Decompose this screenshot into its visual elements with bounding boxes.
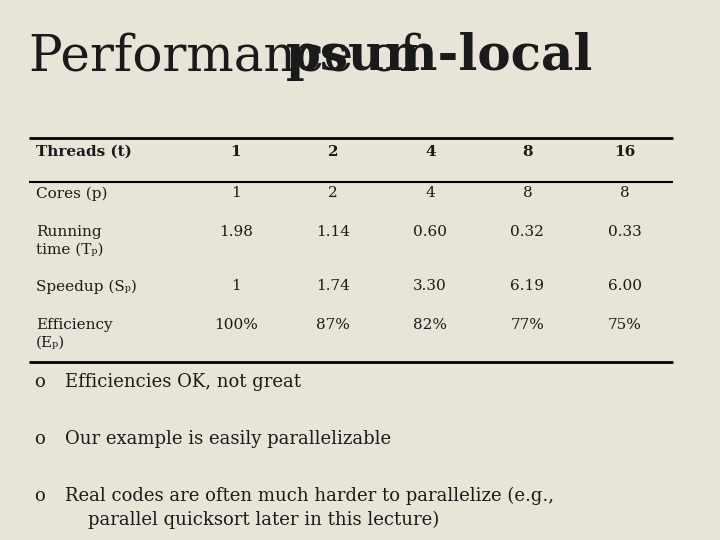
Text: o: o (35, 430, 45, 448)
Text: 1: 1 (231, 279, 240, 293)
Text: 75%: 75% (608, 318, 642, 332)
Text: Efficiencies OK, not great: Efficiencies OK, not great (65, 373, 301, 391)
Text: 8: 8 (620, 186, 629, 200)
Text: 2: 2 (328, 145, 338, 159)
Text: 0.33: 0.33 (608, 225, 642, 239)
Text: Threads (t): Threads (t) (36, 145, 132, 159)
Text: 1: 1 (231, 186, 240, 200)
Text: Speedup (Sₚ): Speedup (Sₚ) (36, 279, 137, 294)
Text: 4: 4 (426, 186, 435, 200)
Text: 2: 2 (328, 186, 338, 200)
Text: Real codes are often much harder to parallelize (e.g.,
    parallel quicksort la: Real codes are often much harder to para… (65, 487, 554, 529)
Text: 1.14: 1.14 (316, 225, 350, 239)
Text: Running
time (Tₚ): Running time (Tₚ) (36, 225, 104, 256)
Text: 1: 1 (230, 145, 241, 159)
Text: 82%: 82% (413, 318, 447, 332)
Text: 1.74: 1.74 (316, 279, 350, 293)
Text: Performance of: Performance of (29, 32, 433, 82)
Text: 87%: 87% (316, 318, 350, 332)
Text: Efficiency
(Eₚ): Efficiency (Eₚ) (36, 318, 112, 349)
Text: 6.00: 6.00 (608, 279, 642, 293)
Text: 8: 8 (523, 186, 532, 200)
Text: o: o (35, 487, 45, 504)
Text: Cores (p): Cores (p) (36, 186, 107, 201)
Text: 4: 4 (425, 145, 436, 159)
Text: 16: 16 (614, 145, 635, 159)
Text: psum-local: psum-local (286, 32, 593, 82)
Text: 3.30: 3.30 (413, 279, 447, 293)
Text: 6.19: 6.19 (510, 279, 544, 293)
Text: 1.98: 1.98 (219, 225, 253, 239)
Text: 77%: 77% (510, 318, 544, 332)
Text: 0.32: 0.32 (510, 225, 544, 239)
Text: Our example is easily parallelizable: Our example is easily parallelizable (65, 430, 391, 448)
Text: 8: 8 (522, 145, 533, 159)
Text: o: o (35, 373, 45, 391)
Text: 100%: 100% (214, 318, 258, 332)
Text: 0.60: 0.60 (413, 225, 447, 239)
